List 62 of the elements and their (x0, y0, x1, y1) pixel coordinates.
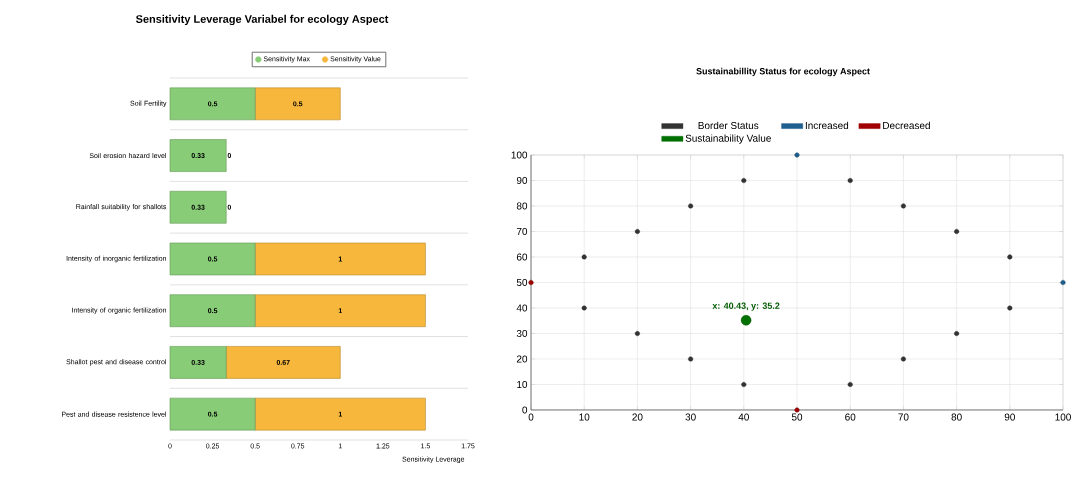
x-tick-label: 90 (1004, 413, 1015, 421)
bar (169, 294, 256, 328)
x-tick-label: 60 (845, 413, 856, 421)
point (794, 152, 800, 158)
x-tick-label: 20 (632, 413, 643, 421)
bar (169, 87, 256, 121)
bar (254, 87, 341, 121)
point (1007, 254, 1013, 260)
point (1060, 279, 1066, 285)
point (741, 177, 747, 183)
point (634, 228, 640, 234)
point (688, 203, 694, 209)
chart-title: Sustainabillity Status for ecology Aspect (696, 67, 870, 77)
x-tick-label: 30 (685, 413, 696, 421)
point (900, 356, 906, 362)
x-tick-label: 10 (579, 413, 590, 421)
y-tick-label: 10 (517, 380, 528, 389)
chart-title: Sensitivity Leverage Variabel for ecology Aspect (135, 14, 389, 26)
point (954, 330, 960, 336)
annotation: x: 40.43, y: 35.2 (712, 302, 780, 311)
bar (254, 397, 426, 431)
point (581, 305, 587, 311)
y-tick-label: 90 (516, 176, 528, 185)
legend-label: Sustainability Value (685, 134, 771, 144)
point (741, 381, 747, 387)
legend-label: Decreased (883, 121, 930, 130)
point (528, 279, 534, 285)
y-tick-label: 50 (516, 278, 528, 287)
x-tick-label: 70 (898, 413, 909, 421)
bar (169, 346, 227, 379)
x-tick-label: 0 (528, 413, 534, 421)
legend-label: Increased (805, 121, 849, 130)
x-tick-label: 100 (1055, 413, 1071, 421)
y-tick-label: 20 (516, 355, 528, 363)
bar (169, 242, 256, 276)
x-tick-label: 50 (791, 413, 803, 421)
bar (169, 139, 227, 172)
point (740, 315, 752, 326)
y-tick-label: 30 (516, 329, 528, 338)
bar (169, 190, 227, 224)
point (847, 177, 853, 183)
point (847, 381, 853, 387)
legend-label: Border Status (698, 121, 759, 130)
y-tick-label: 100 (511, 151, 528, 159)
y-tick-label: 60 (516, 253, 528, 261)
y-tick-label: 80 (516, 202, 528, 210)
point (794, 407, 800, 413)
point (634, 330, 640, 336)
point (688, 356, 694, 362)
bar (254, 242, 426, 276)
point (1007, 305, 1013, 311)
y-tick-label: 70 (516, 227, 528, 236)
bar (225, 346, 341, 379)
bar (169, 397, 256, 431)
point (581, 254, 587, 260)
y-tick-label: 40 (516, 304, 528, 312)
bar (254, 294, 426, 328)
point (954, 228, 960, 234)
point (900, 203, 906, 209)
y-tick-label: 0 (522, 406, 528, 414)
x-tick-label: 80 (951, 413, 962, 421)
x-tick-label: 40 (738, 413, 749, 421)
